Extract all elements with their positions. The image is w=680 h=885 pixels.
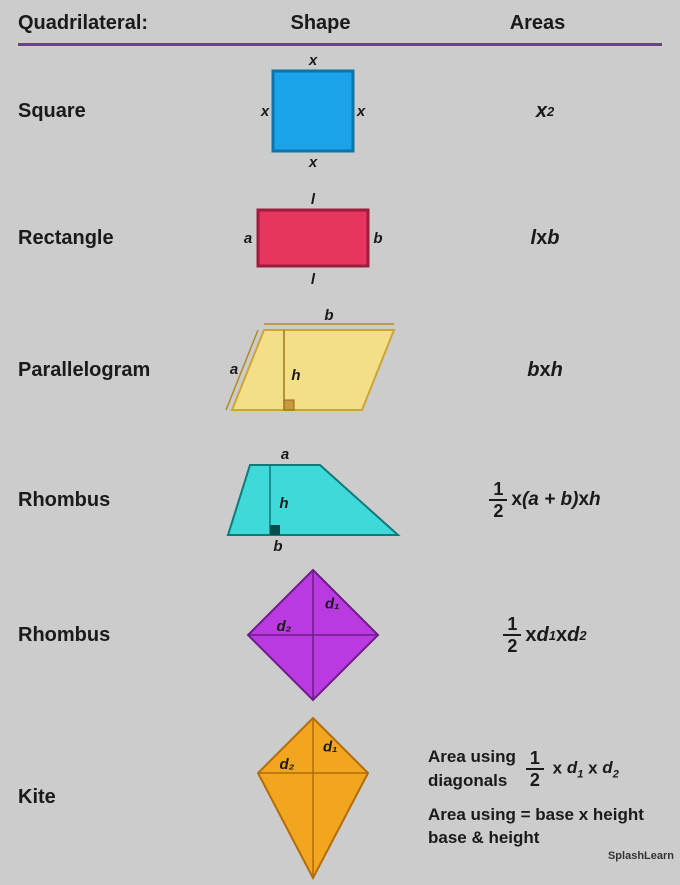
svg-text:x: x <box>308 52 318 69</box>
row-square: Square x x x x x2 <box>18 46 662 176</box>
row-kite: Kite d₁ d₂ Area usingdiagonals12 x d1 x d2… <box>18 710 662 885</box>
shape-figure: b a h <box>198 310 428 430</box>
svg-text:b: b <box>273 538 282 555</box>
svg-text:x: x <box>308 154 318 171</box>
svg-text:d₂: d₂ <box>280 756 295 773</box>
shape-figure: l l a b <box>198 188 428 288</box>
svg-text:d₁: d₁ <box>323 738 337 755</box>
svg-text:a: a <box>230 361 238 378</box>
header-areas: Areas <box>413 12 662 35</box>
header-shape: Shape <box>228 12 413 35</box>
footer-brand: SplashLearn <box>608 850 674 862</box>
row-rectangle: Rectangle l l a b l x b <box>18 176 662 300</box>
area-formula: 12 x d1 x d2 <box>428 615 662 655</box>
svg-text:b: b <box>373 230 382 247</box>
row-rhombus_diag: Rhombus d₁ d₂ 12 x d1 x d2 <box>18 560 662 710</box>
svg-text:a: a <box>281 446 289 463</box>
area-formula: x2 <box>428 100 662 123</box>
svg-text:x: x <box>356 103 366 120</box>
svg-text:h: h <box>291 367 300 384</box>
shape-name: Rhombus <box>18 489 198 512</box>
shape-name: Parallelogram <box>18 359 198 382</box>
svg-text:a: a <box>244 230 252 247</box>
svg-text:d₂: d₂ <box>277 618 292 635</box>
shape-name: Rectangle <box>18 227 198 250</box>
svg-text:d₁: d₁ <box>325 596 339 613</box>
shape-figure: d₁ d₂ <box>198 565 428 705</box>
shape-figure: d₁ d₂ <box>198 713 428 883</box>
header-row: Quadrilateral: Shape Areas <box>18 12 662 46</box>
shape-figure: a b h <box>198 445 428 555</box>
svg-text:h: h <box>279 495 288 512</box>
area-formula: b x h <box>428 359 662 382</box>
area-formula: Area usingdiagonals12 x d1 x d2 Area usi… <box>428 745 662 850</box>
svg-text:l: l <box>311 271 316 288</box>
shape-name: Kite <box>18 786 198 809</box>
shape-name: Rhombus <box>18 624 198 647</box>
header-quadrilateral: Quadrilateral: <box>18 12 228 35</box>
area-formula: l x b <box>428 227 662 250</box>
shape-figure: x x x x <box>198 51 428 171</box>
shape-name: Square <box>18 100 198 123</box>
svg-text:b: b <box>324 307 333 324</box>
svg-text:x: x <box>260 103 270 120</box>
row-parallelogram: Parallelogram b a h b x h <box>18 300 662 440</box>
row-trapezoid: Rhombus a b h 12 x (a + b) x h <box>18 440 662 560</box>
svg-text:l: l <box>311 191 316 208</box>
area-formula: 12 x (a + b) x h <box>428 480 662 520</box>
